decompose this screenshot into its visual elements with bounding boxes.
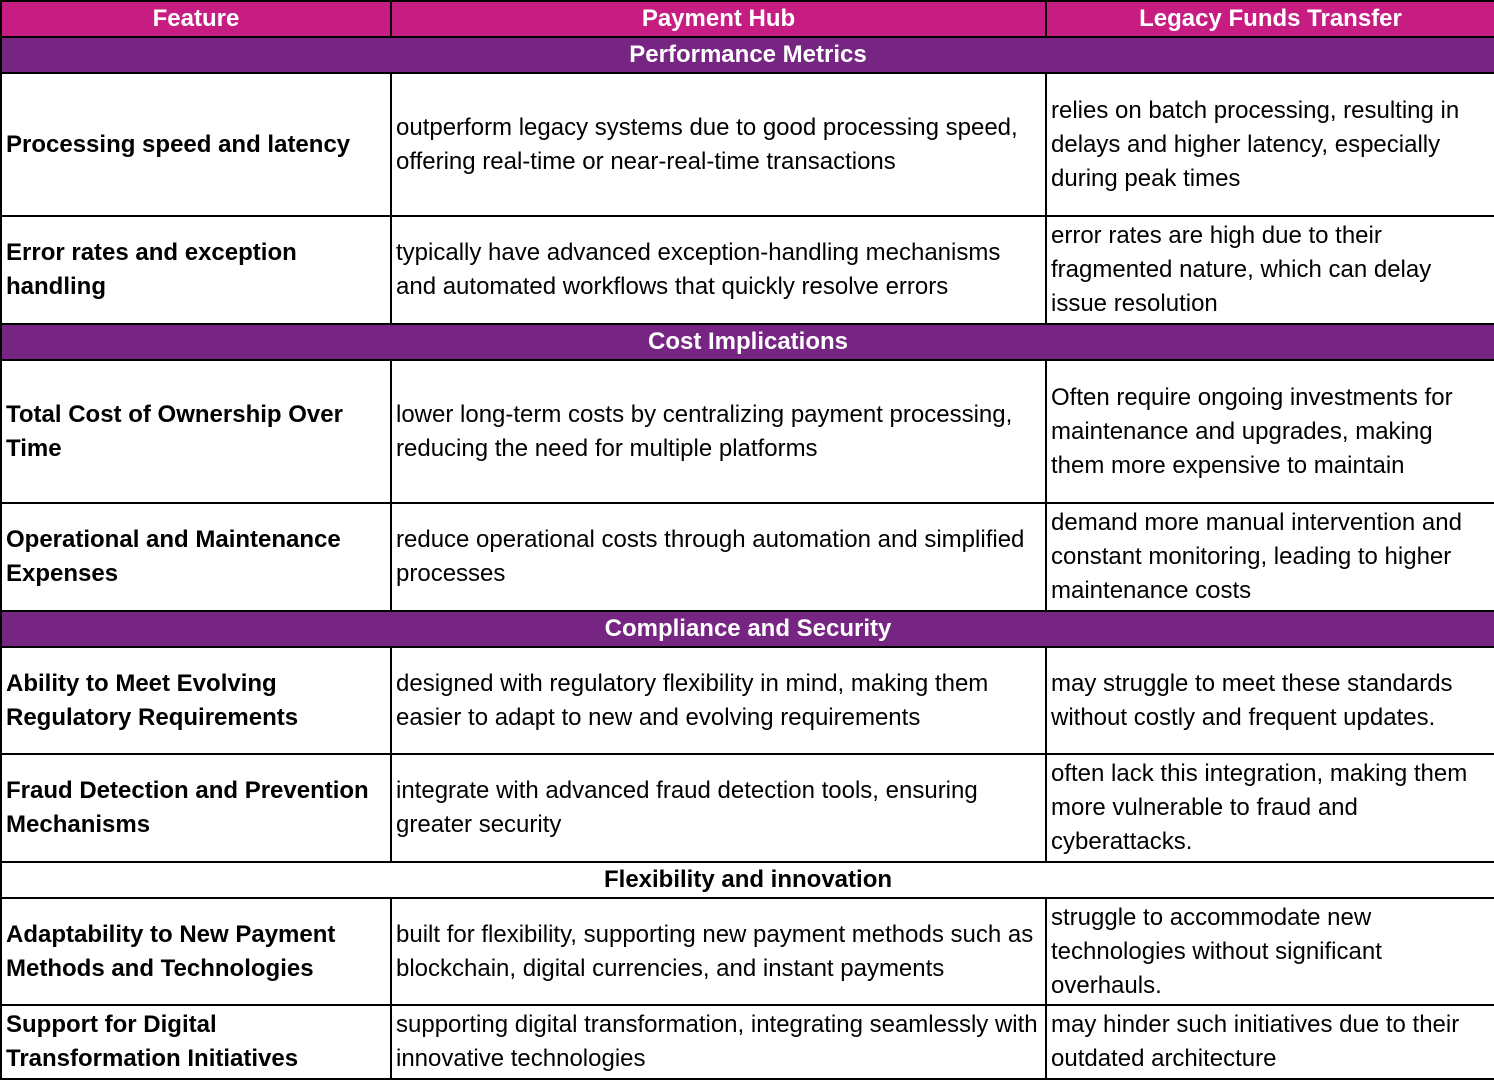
hub-cell: typically have advanced exception-handli… [390, 215, 1047, 325]
table-row: Processing speed and latency outperform … [0, 72, 1494, 217]
feature-cell: Ability to Meet Evolving Regulatory Requ… [0, 646, 392, 755]
section-header: Cost Implications [0, 323, 1494, 361]
table-row: Total Cost of Ownership Over Time lower … [0, 359, 1494, 504]
legacy-cell: often lack this integration, making them… [1045, 753, 1494, 863]
legacy-cell: error rates are high due to their fragme… [1045, 215, 1494, 325]
feature-cell: Total Cost of Ownership Over Time [0, 359, 392, 504]
hub-cell: designed with regulatory flexibility in … [390, 646, 1047, 755]
hub-cell: integrate with advanced fraud detection … [390, 753, 1047, 863]
legacy-cell: demand more manual intervention and cons… [1045, 502, 1494, 612]
table-row: Operational and Maintenance Expenses red… [0, 502, 1494, 612]
header-payment-hub: Payment Hub [390, 0, 1047, 38]
hub-cell: built for flexibility, supporting new pa… [390, 897, 1047, 1006]
hub-cell: lower long-term costs by centralizing pa… [390, 359, 1047, 504]
legacy-cell: struggle to accommodate new technologies… [1045, 897, 1494, 1006]
table-row: Error rates and exception handling typic… [0, 215, 1494, 325]
legacy-cell: relies on batch processing, resulting in… [1045, 72, 1494, 217]
feature-cell: Error rates and exception handling [0, 215, 392, 325]
table-row: Adaptability to New Payment Methods and … [0, 897, 1494, 1006]
header-row: Feature Payment Hub Legacy Funds Transfe… [0, 0, 1494, 38]
hub-cell: supporting digital transformation, integ… [390, 1004, 1047, 1080]
table-row: Ability to Meet Evolving Regulatory Requ… [0, 646, 1494, 755]
feature-cell: Support for Digital Transformation Initi… [0, 1004, 392, 1080]
hub-cell: outperform legacy systems due to good pr… [390, 72, 1047, 217]
hub-cell: reduce operational costs through automat… [390, 502, 1047, 612]
legacy-cell: may hinder such initiatives due to their… [1045, 1004, 1494, 1080]
section-header: Flexibility and innovation [0, 861, 1494, 899]
section-header: Compliance and Security [0, 610, 1494, 648]
section-header: Performance Metrics [0, 36, 1494, 74]
feature-cell: Adaptability to New Payment Methods and … [0, 897, 392, 1006]
table-row: Support for Digital Transformation Initi… [0, 1004, 1494, 1080]
header-feature: Feature [0, 0, 392, 38]
feature-cell: Operational and Maintenance Expenses [0, 502, 392, 612]
header-legacy: Legacy Funds Transfer [1045, 0, 1494, 38]
legacy-cell: Often require ongoing investments for ma… [1045, 359, 1494, 504]
legacy-cell: may struggle to meet these standards wit… [1045, 646, 1494, 755]
feature-cell: Processing speed and latency [0, 72, 392, 217]
table-row: Fraud Detection and Prevention Mechanism… [0, 753, 1494, 863]
feature-cell: Fraud Detection and Prevention Mechanism… [0, 753, 392, 863]
